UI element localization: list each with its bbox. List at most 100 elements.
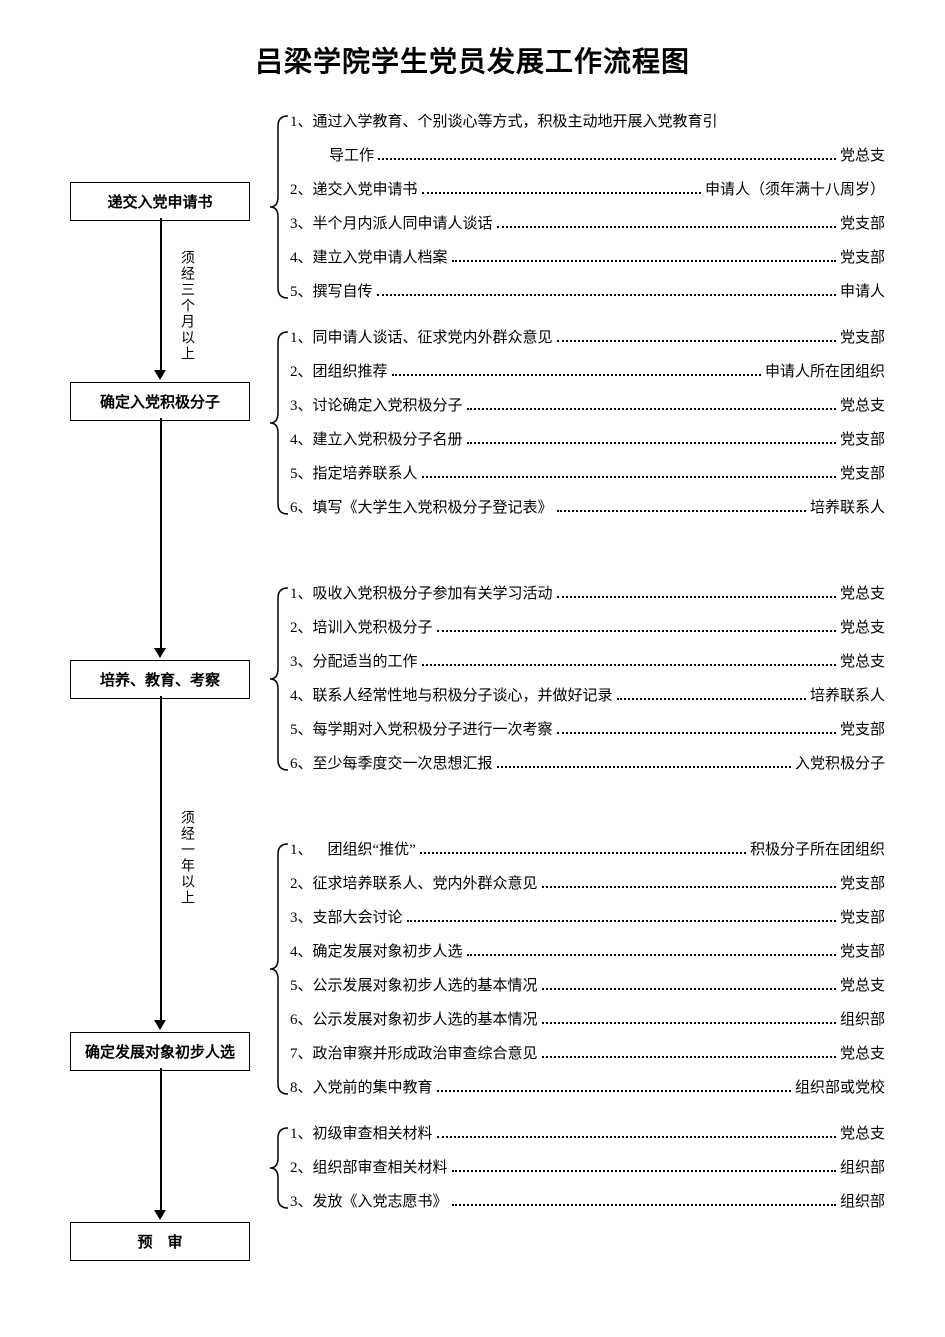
item-responsible: 组织部 <box>840 1008 885 1032</box>
arrow-label-s1: 须经三个月以上 <box>176 250 196 362</box>
item-number: 5、 <box>290 280 313 304</box>
leader-dots <box>420 842 746 854</box>
item-responsible: 党总支 <box>840 974 885 998</box>
item-text: 支部大会讨论 <box>313 906 403 930</box>
item-responsible: 入党积极分子 <box>795 752 885 776</box>
item-responsible: 党支部 <box>840 428 885 452</box>
leader-dots <box>437 1080 791 1092</box>
item-text: 分配适当的工作 <box>313 650 418 674</box>
stage-box-s4: 确定发展对象初步人选 <box>70 1032 250 1071</box>
right-column: 1、通过入学教育、个别谈心等方式，积极主动地开展入党教育引导工作党总支2、递交入… <box>260 110 885 1262</box>
list-item-continuation: 导工作党总支 <box>290 144 885 168</box>
stage-box-s5: 预 审 <box>70 1222 250 1261</box>
leader-dots <box>542 876 836 888</box>
list-item: 5、撰写自传申请人 <box>290 280 885 304</box>
item-number: 6、 <box>290 1008 313 1032</box>
brace-icon <box>262 1122 288 1214</box>
item-text: 联系人经常性地与积极分子谈心，并做好记录 <box>313 684 613 708</box>
item-number: 1、 <box>290 1122 313 1146</box>
item-text: 初级审查相关材料 <box>313 1122 433 1146</box>
section-sec2: 1、同申请人谈话、征求党内外群众意见党支部2、团组织推荐申请人所在团组织3、讨论… <box>290 326 885 520</box>
item-number: 3、 <box>290 212 313 236</box>
item-responsible: 党支部 <box>840 246 885 270</box>
arrow-label-s3: 须经一年以上 <box>176 810 196 906</box>
item-responsible: 党支部 <box>840 718 885 742</box>
stage-box-s2: 确定入党积极分子 <box>70 382 250 421</box>
item-number: 1、 <box>290 326 313 350</box>
section-sec1: 1、通过入学教育、个别谈心等方式，积极主动地开展入党教育引导工作党总支 2、递交入… <box>290 110 885 304</box>
leader-dots <box>497 756 791 768</box>
section-sec5: 1、初级审查相关材料党总支2、组织部审查相关材料组织部3、发放《入党志愿书》组织… <box>290 1122 885 1214</box>
item-responsible: 党支部 <box>840 940 885 964</box>
leader-dots <box>452 1160 836 1172</box>
item-responsible: 党总支 <box>840 144 885 168</box>
item-number: 4、 <box>290 940 313 964</box>
item-responsible: 党总支 <box>840 582 885 606</box>
item-text: 组织部审查相关材料 <box>313 1156 448 1180</box>
leader-dots <box>377 284 836 296</box>
item-text: 确定发展对象初步人选 <box>313 940 463 964</box>
left-column: 递交入党申请书须经三个月以上确定入党积极分子培养、教育、考察须经一年以上确定发展… <box>60 110 260 1262</box>
leader-dots <box>542 1046 836 1058</box>
arrow-line-s2 <box>160 418 162 648</box>
list-item: 1、 团组织“推优”积极分子所在团组织 <box>290 838 885 862</box>
item-responsible: 积极分子所在团组织 <box>750 838 885 862</box>
item-number: 5、 <box>290 718 313 742</box>
stage-box-s3: 培养、教育、考察 <box>70 660 250 699</box>
section-spacer <box>290 542 885 582</box>
item-number: 2、 <box>290 360 313 384</box>
leader-dots <box>467 944 836 956</box>
flow-container: 递交入党申请书须经三个月以上确定入党积极分子培养、教育、考察须经一年以上确定发展… <box>60 110 885 1262</box>
item-number: 5、 <box>290 462 313 486</box>
list-item: 6、公示发展对象初步人选的基本情况组织部 <box>290 1008 885 1032</box>
list-item: 3、半个月内派人同申请人谈话党支部 <box>290 212 885 236</box>
item-number: 2、 <box>290 178 313 202</box>
item-responsible: 培养联系人 <box>810 496 885 520</box>
item-responsible: 党总支 <box>840 616 885 640</box>
item-text: 建立入党积极分子名册 <box>313 428 463 452</box>
item-responsible: 党支部 <box>840 212 885 236</box>
arrow-head-icon <box>154 1210 166 1220</box>
item-text: 培训入党积极分子 <box>313 616 433 640</box>
list-item: 4、建立入党申请人档案党支部 <box>290 246 885 270</box>
leader-dots <box>467 432 836 444</box>
leader-dots <box>392 364 761 376</box>
item-list: 1、吸收入党积极分子参加有关学习活动党总支2、培训入党积极分子党总支3、分配适当… <box>290 582 885 776</box>
item-responsible: 组织部 <box>840 1156 885 1180</box>
item-number: 8、 <box>290 1076 313 1100</box>
item-text: 每学期对入党积极分子进行一次考察 <box>313 718 553 742</box>
item-text: 征求培养联系人、党内外群众意见 <box>313 872 538 896</box>
item-text: 填写《大学生入党积极分子登记表》 <box>313 496 553 520</box>
item-text: 入党前的集中教育 <box>313 1076 433 1100</box>
brace-icon <box>262 838 288 1100</box>
section-sec4: 1、 团组织“推优”积极分子所在团组织2、征求培养联系人、党内外群众意见党支部3… <box>290 838 885 1100</box>
item-responsible: 组织部 <box>840 1190 885 1214</box>
list-item: 3、发放《入党志愿书》组织部 <box>290 1190 885 1214</box>
item-number: 3、 <box>290 906 313 930</box>
list-item: 2、递交入党申请书申请人（须年满十八周岁） <box>290 178 885 202</box>
leader-dots <box>452 250 836 262</box>
item-text: 团组织“推优” <box>313 838 416 862</box>
leader-dots <box>557 330 836 342</box>
leader-dots <box>542 978 836 990</box>
list-item: 2、组织部审查相关材料组织部 <box>290 1156 885 1180</box>
item-number: 6、 <box>290 496 313 520</box>
list-item: 2、培训入党积极分子党总支 <box>290 616 885 640</box>
item-text: 讨论确定入党积极分子 <box>313 394 463 418</box>
list-item: 5、公示发展对象初步人选的基本情况党总支 <box>290 974 885 998</box>
item-text: 通过入学教育、个别谈心等方式，积极主动地开展入党教育引 <box>313 110 718 134</box>
item-text: 同申请人谈话、征求党内外群众意见 <box>313 326 553 350</box>
item-responsible: 党支部 <box>840 462 885 486</box>
leader-dots <box>422 654 836 666</box>
item-text: 指定培养联系人 <box>313 462 418 486</box>
arrow-head-icon <box>154 1020 166 1030</box>
brace-icon <box>262 326 288 520</box>
item-number: 2、 <box>290 872 313 896</box>
item-text: 建立入党申请人档案 <box>313 246 448 270</box>
item-responsible: 申请人所在团组织 <box>765 360 885 384</box>
item-number: 6、 <box>290 752 313 776</box>
item-list: 1、初级审查相关材料党总支2、组织部审查相关材料组织部3、发放《入党志愿书》组织… <box>290 1122 885 1214</box>
item-text: 发放《入党志愿书》 <box>313 1190 448 1214</box>
list-item: 1、通过入学教育、个别谈心等方式，积极主动地开展入党教育引 <box>290 110 885 134</box>
section-spacer <box>290 798 885 838</box>
